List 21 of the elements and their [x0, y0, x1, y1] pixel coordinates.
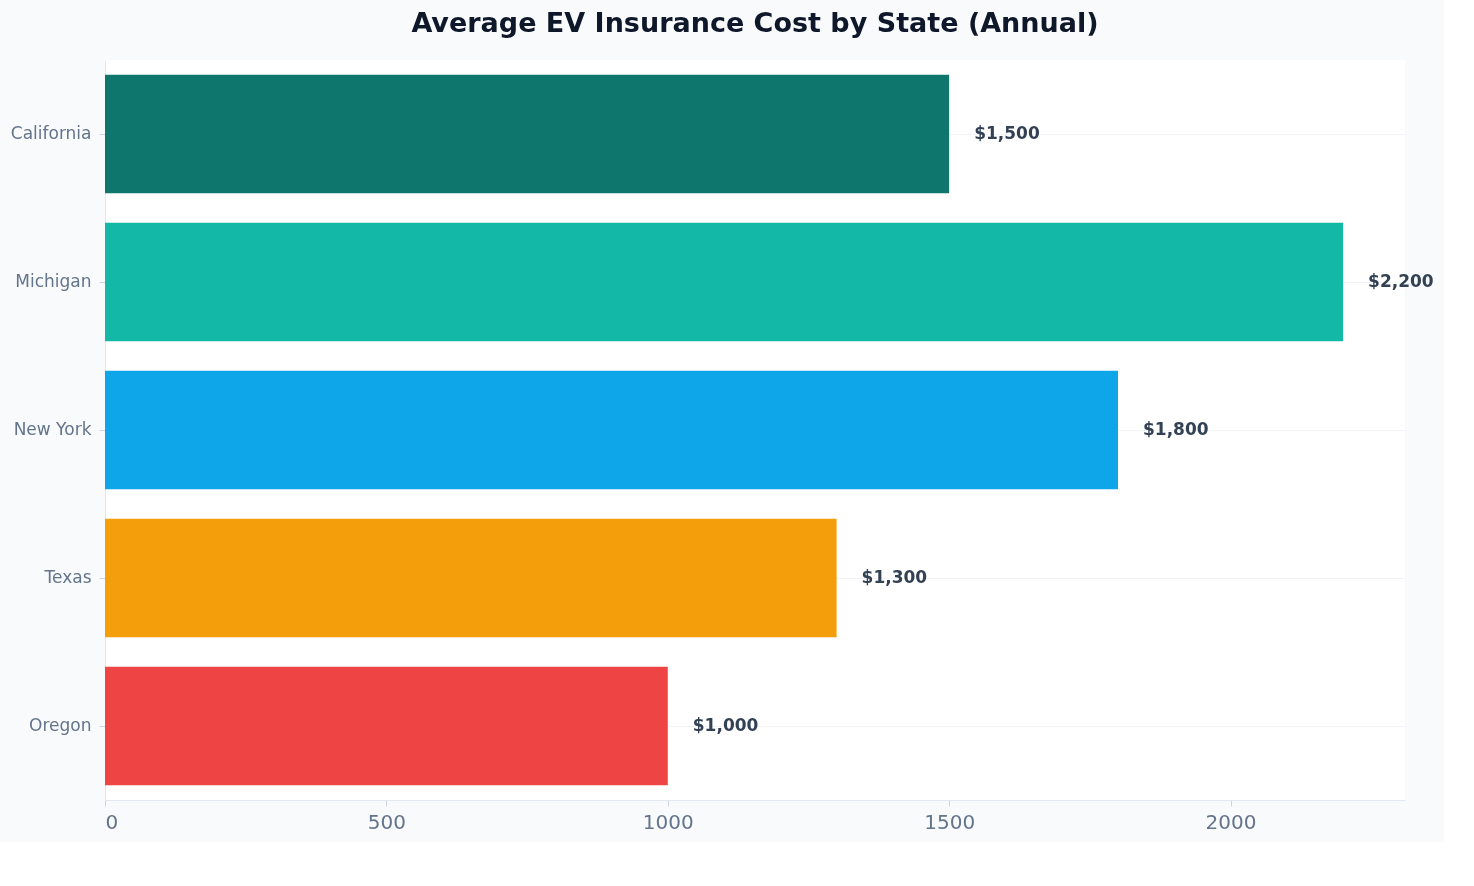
data-label: $1,500: [974, 123, 1040, 143]
y-tick-label: Michigan: [15, 271, 92, 291]
x-tick-label: 1000: [642, 809, 694, 834]
data-label: $1,000: [692, 715, 759, 735]
y-tick-label: New York: [13, 419, 92, 439]
x-tick-label: 1500: [924, 809, 976, 834]
data-label: $1,300: [861, 567, 928, 587]
bar: [105, 370, 1118, 490]
bar: [105, 518, 837, 638]
data-label: $2,200: [1368, 271, 1434, 291]
bar: [105, 222, 1344, 342]
y-tick-label: California: [10, 123, 92, 143]
y-tick-label: Texas: [43, 567, 92, 587]
x-tick-label: 500: [367, 809, 406, 834]
chart-title: Average EV Insurance Cost by State (Annual): [411, 7, 1099, 38]
bar: [105, 666, 668, 786]
x-tick-label: 0: [105, 809, 119, 834]
x-tick-label: 2000: [1205, 809, 1257, 834]
bar: [105, 74, 950, 194]
y-tick-label: Oregon: [29, 715, 92, 735]
data-label: $1,800: [1142, 419, 1209, 439]
